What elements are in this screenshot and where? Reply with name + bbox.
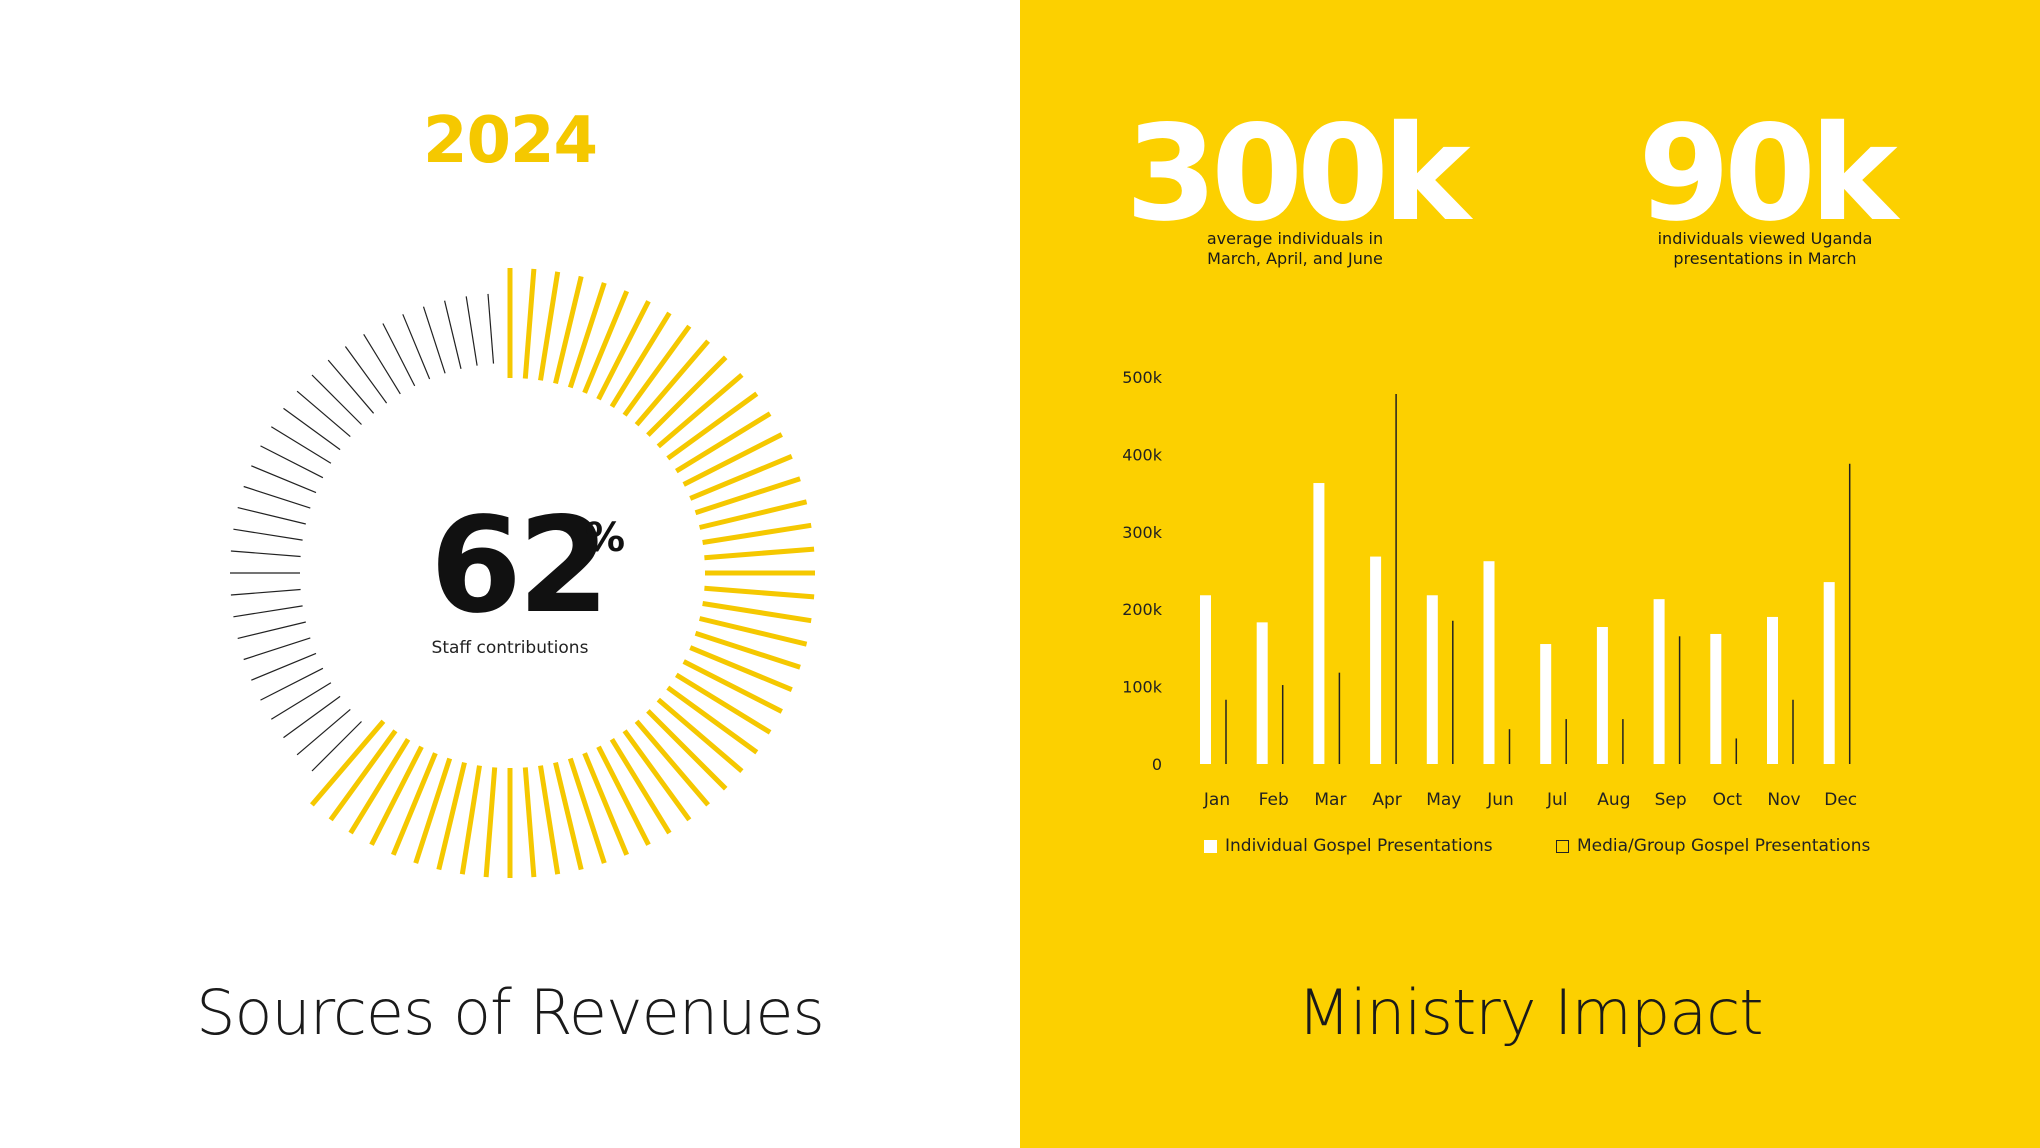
radial-tick-highlight	[609, 311, 672, 409]
radial-tick-highlight	[699, 499, 808, 530]
stat-caption-average-line2: March, April, and June	[1207, 249, 1383, 268]
radial-tick-highlight	[369, 745, 424, 846]
percentage-label: Staff contributions	[431, 638, 589, 658]
radial-tick-rest	[270, 426, 332, 464]
radial-tick-highlight	[413, 757, 453, 864]
radial-tick-rest	[251, 465, 317, 494]
stat-caption-uganda-line1: individuals viewed Uganda	[1657, 229, 1873, 248]
radial-tick-highlight	[553, 275, 584, 384]
radial-tick-highlight	[436, 762, 467, 871]
radial-tick-rest	[230, 550, 301, 558]
radial-tick-highlight	[674, 411, 772, 474]
stat-caption-average-line1: average individuals in	[1206, 229, 1384, 248]
radial-tick-rest	[233, 605, 303, 618]
radial-tick-highlight	[634, 339, 710, 427]
radial-tick-highlight	[656, 373, 744, 449]
radial-tick-highlight	[694, 476, 801, 516]
radial-percentage-chart	[230, 268, 815, 878]
stat-caption-uganda: individuals viewed Uganda presentations …	[1615, 229, 1915, 269]
radial-tick-rest	[402, 314, 431, 380]
radial-tick-rest	[283, 407, 341, 451]
radial-tick-highlight	[622, 324, 692, 417]
radial-tick-rest	[363, 333, 401, 395]
radial-tick-rest	[465, 296, 478, 366]
radial-tick-highlight	[522, 767, 537, 878]
radial-tick-highlight	[596, 745, 651, 846]
stat-value-average: 300k	[1125, 97, 1470, 251]
revenue-title: Sources of Revenues	[196, 976, 825, 1049]
radial-tick-rest	[311, 721, 362, 772]
radial-tick-rest	[260, 667, 324, 701]
radial-tick-rest	[230, 588, 301, 596]
radial-tick-highlight	[538, 765, 561, 875]
radial-tick-rest	[283, 695, 341, 739]
radial-tick-highlight	[634, 719, 710, 807]
radial-tick-highlight	[646, 355, 728, 437]
radial-tick-highlight	[702, 601, 812, 624]
radial-tick-highlight	[567, 282, 607, 389]
radial-tick-highlight	[596, 300, 651, 401]
radial-tick-highlight	[646, 709, 728, 791]
radial-tick-rest	[327, 359, 375, 414]
radial-tick-highlight	[328, 729, 398, 822]
revenue-panel: 2024 62 % Staff contributions Sources of…	[196, 104, 825, 1049]
radial-tick-highlight	[522, 268, 537, 379]
radial-tick-highlight	[699, 616, 808, 647]
radial-tick-rest	[296, 708, 351, 756]
radial-tick-rest	[237, 507, 306, 525]
radial-tick-rest	[296, 390, 351, 438]
stat-caption-uganda-line2: presentations in March	[1673, 249, 1857, 268]
radial-tick-highlight	[310, 719, 386, 807]
legend-media-swatch	[1556, 839, 1569, 853]
radial-tick-rest	[243, 485, 311, 509]
legend-individual-label: Individual Gospel Presentations	[1225, 836, 1493, 856]
radial-tick-highlight	[702, 522, 812, 545]
radial-tick-highlight	[609, 737, 672, 835]
radial-tick-rest	[382, 323, 416, 387]
radial-tick-highlight	[656, 697, 744, 773]
radial-tick-highlight	[553, 762, 584, 871]
legend-media-label: Media/Group Gospel Presentations	[1577, 836, 1871, 856]
radial-tick-highlight	[666, 391, 759, 461]
radial-tick-highlight	[582, 752, 630, 856]
radial-tick-highlight	[682, 432, 783, 487]
radial-tick-rest	[260, 445, 324, 479]
radial-tick-rest	[270, 682, 332, 720]
radial-tick-rest	[233, 528, 303, 541]
radial-tick-rest	[487, 293, 495, 364]
radial-tick-highlight	[582, 290, 630, 394]
impact-panel	[1020, 0, 2040, 1148]
radial-tick-rest	[237, 621, 306, 639]
radial-tick-highlight	[459, 765, 482, 875]
percentage-sign: %	[585, 515, 626, 561]
radial-tick-rest	[344, 346, 388, 404]
radial-tick-highlight	[689, 645, 793, 693]
radial-tick-rest	[311, 374, 362, 425]
legend-media: Media/Group Gospel Presentations	[1556, 836, 1870, 856]
radial-tick-rest	[243, 637, 311, 661]
stat-caption-average: average individuals in March, April, and…	[1145, 229, 1445, 269]
legend-individual-swatch	[1204, 839, 1217, 853]
radial-tick-highlight	[704, 546, 815, 561]
radial-tick-highlight	[674, 672, 772, 735]
radial-tick-rest	[422, 306, 446, 374]
radial-tick-highlight	[348, 737, 411, 835]
radial-tick-highlight	[689, 453, 793, 501]
impact-title: Ministry Impact	[1297, 976, 1763, 1049]
radial-tick-highlight	[704, 585, 815, 600]
radial-tick-highlight	[694, 630, 801, 670]
stat-value-uganda: 90k	[1638, 97, 1897, 251]
legend-individual: Individual Gospel Presentations	[1204, 836, 1493, 856]
radial-tick-highlight	[390, 752, 438, 856]
percentage-value: 62	[430, 489, 610, 643]
radial-tick-highlight	[538, 271, 561, 381]
radial-tick-rest	[444, 300, 462, 369]
radial-tick-highlight	[682, 659, 783, 714]
radial-tick-highlight	[666, 685, 759, 755]
year-label: 2024	[422, 104, 598, 178]
radial-tick-rest	[251, 652, 317, 681]
radial-tick-highlight	[483, 767, 498, 878]
radial-tick-highlight	[622, 729, 692, 822]
radial-tick-highlight	[567, 757, 607, 864]
